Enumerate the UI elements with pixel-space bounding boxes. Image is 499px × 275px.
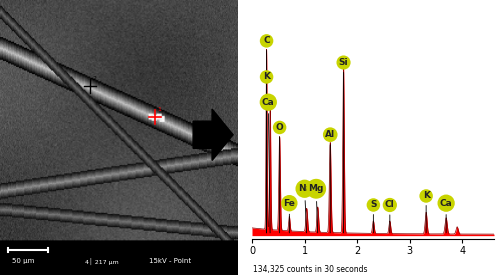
Text: Ca: Ca (440, 199, 453, 233)
Text: 2: 2 (92, 76, 96, 81)
Text: 1: 1 (157, 107, 161, 112)
Text: 4│ 217 μm: 4│ 217 μm (85, 258, 119, 265)
Text: O: O (276, 123, 283, 233)
Text: Cl: Cl (385, 200, 395, 233)
Text: Fe: Fe (283, 199, 295, 233)
Text: 15kV - Point: 15kV - Point (149, 258, 192, 264)
Text: Si: Si (339, 58, 348, 233)
Text: K: K (423, 191, 430, 233)
Text: Mg: Mg (308, 184, 324, 233)
FancyArrow shape (193, 109, 233, 161)
Text: Ca: Ca (262, 98, 274, 233)
Text: 50 μm: 50 μm (12, 258, 34, 264)
Text: K: K (263, 72, 270, 233)
Text: 134,325 counts in 30 seconds: 134,325 counts in 30 seconds (253, 265, 368, 274)
Text: Al: Al (325, 130, 335, 233)
Text: Na: Na (298, 184, 311, 233)
Text: S: S (370, 200, 377, 233)
Text: C: C (263, 36, 270, 233)
